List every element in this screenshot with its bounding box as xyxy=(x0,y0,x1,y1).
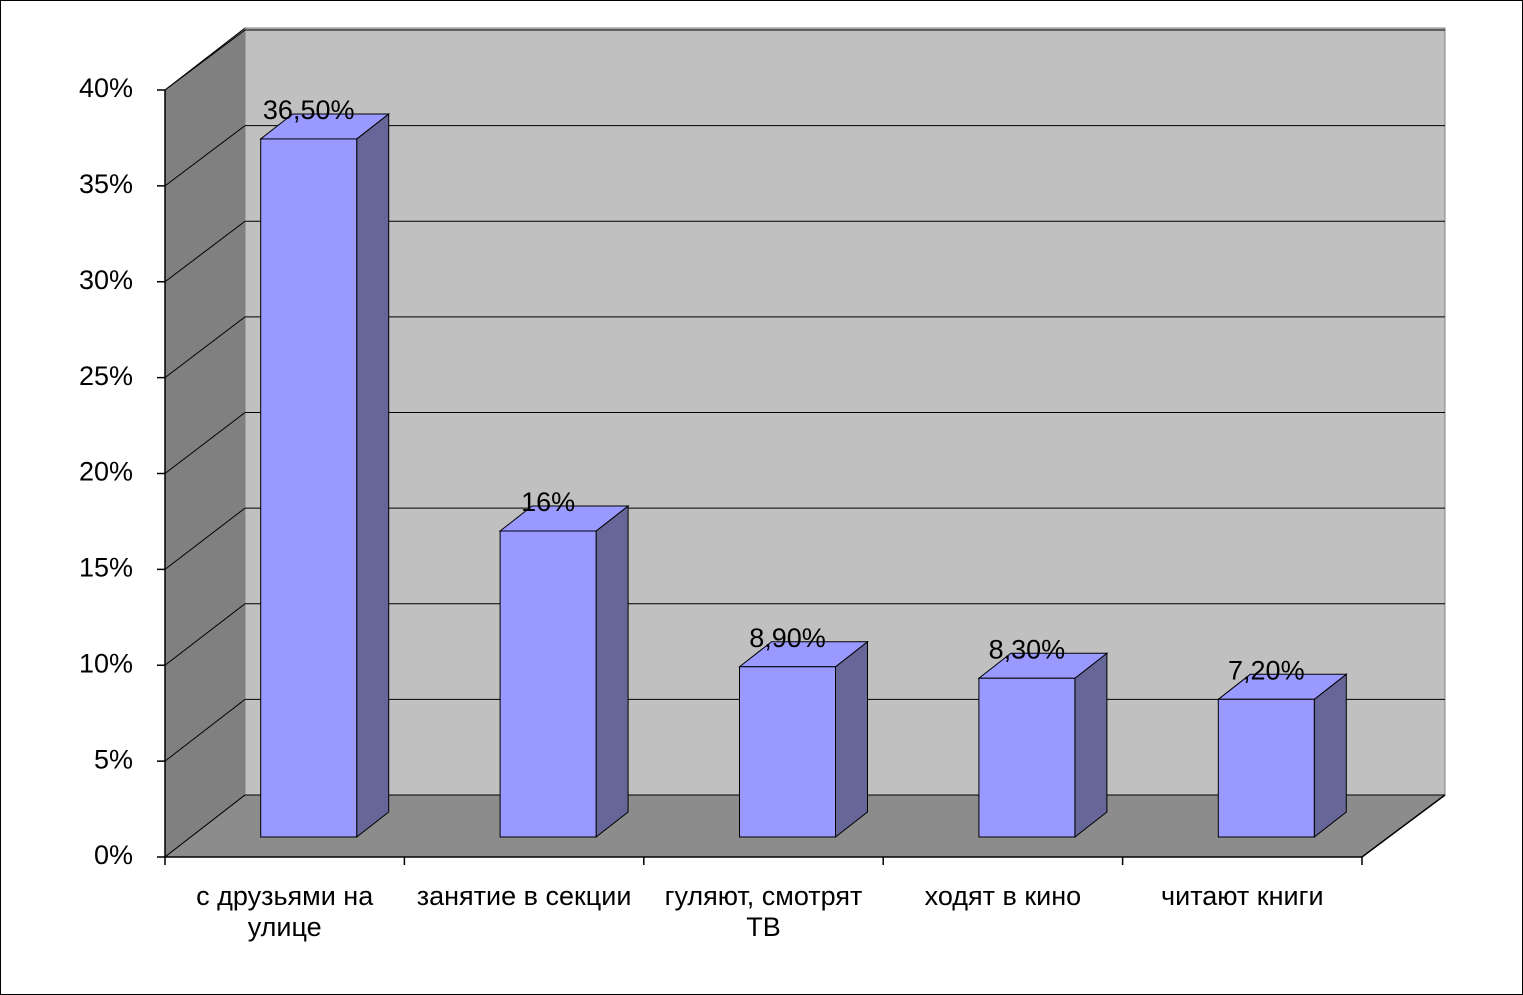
bar-side xyxy=(1074,652,1108,839)
y-tick-label: 25% xyxy=(79,361,133,391)
x-tick-label: ходят в кино xyxy=(924,881,1082,911)
grid-line xyxy=(164,603,246,666)
value-label: 8,90% xyxy=(749,623,826,653)
bar-side xyxy=(595,504,629,839)
bar xyxy=(499,530,597,838)
y-tick-label: 35% xyxy=(79,169,133,199)
grid-line xyxy=(164,316,246,379)
bar-side xyxy=(1313,673,1347,839)
bar xyxy=(260,138,358,838)
y-tick-label: 5% xyxy=(94,744,133,774)
grid-line xyxy=(164,220,246,283)
bar xyxy=(739,666,836,838)
y-tick-label: 20% xyxy=(79,457,133,487)
y-tick-label: 0% xyxy=(94,840,133,870)
y-tick-label: 30% xyxy=(79,265,133,295)
grid-line xyxy=(164,794,246,858)
grid-line xyxy=(164,412,246,474)
y-tick-label: 15% xyxy=(79,553,133,583)
y-tick-label: 40% xyxy=(79,73,133,103)
x-tick-label: читают книги xyxy=(1161,881,1324,911)
value-label: 16% xyxy=(521,487,575,517)
grid-line xyxy=(164,698,246,762)
x-tick-label: с друзьями на улице xyxy=(196,881,374,942)
bar xyxy=(978,677,1076,838)
floor-edge xyxy=(1361,794,1446,858)
bar xyxy=(1217,698,1315,838)
grid-line xyxy=(164,507,246,570)
value-label: 36,50% xyxy=(263,95,355,125)
value-label: 8,30% xyxy=(989,634,1066,664)
x-tick-label: гуляют, смотрят ТВ xyxy=(664,881,863,942)
grid-line xyxy=(164,125,246,187)
bar-side xyxy=(835,640,868,839)
bar-side xyxy=(356,112,390,839)
value-label: 7,20% xyxy=(1228,655,1305,685)
x-tick-label: занятие в секции xyxy=(416,881,632,911)
grid-line xyxy=(164,29,246,91)
y-tick-label: 10% xyxy=(79,648,133,678)
